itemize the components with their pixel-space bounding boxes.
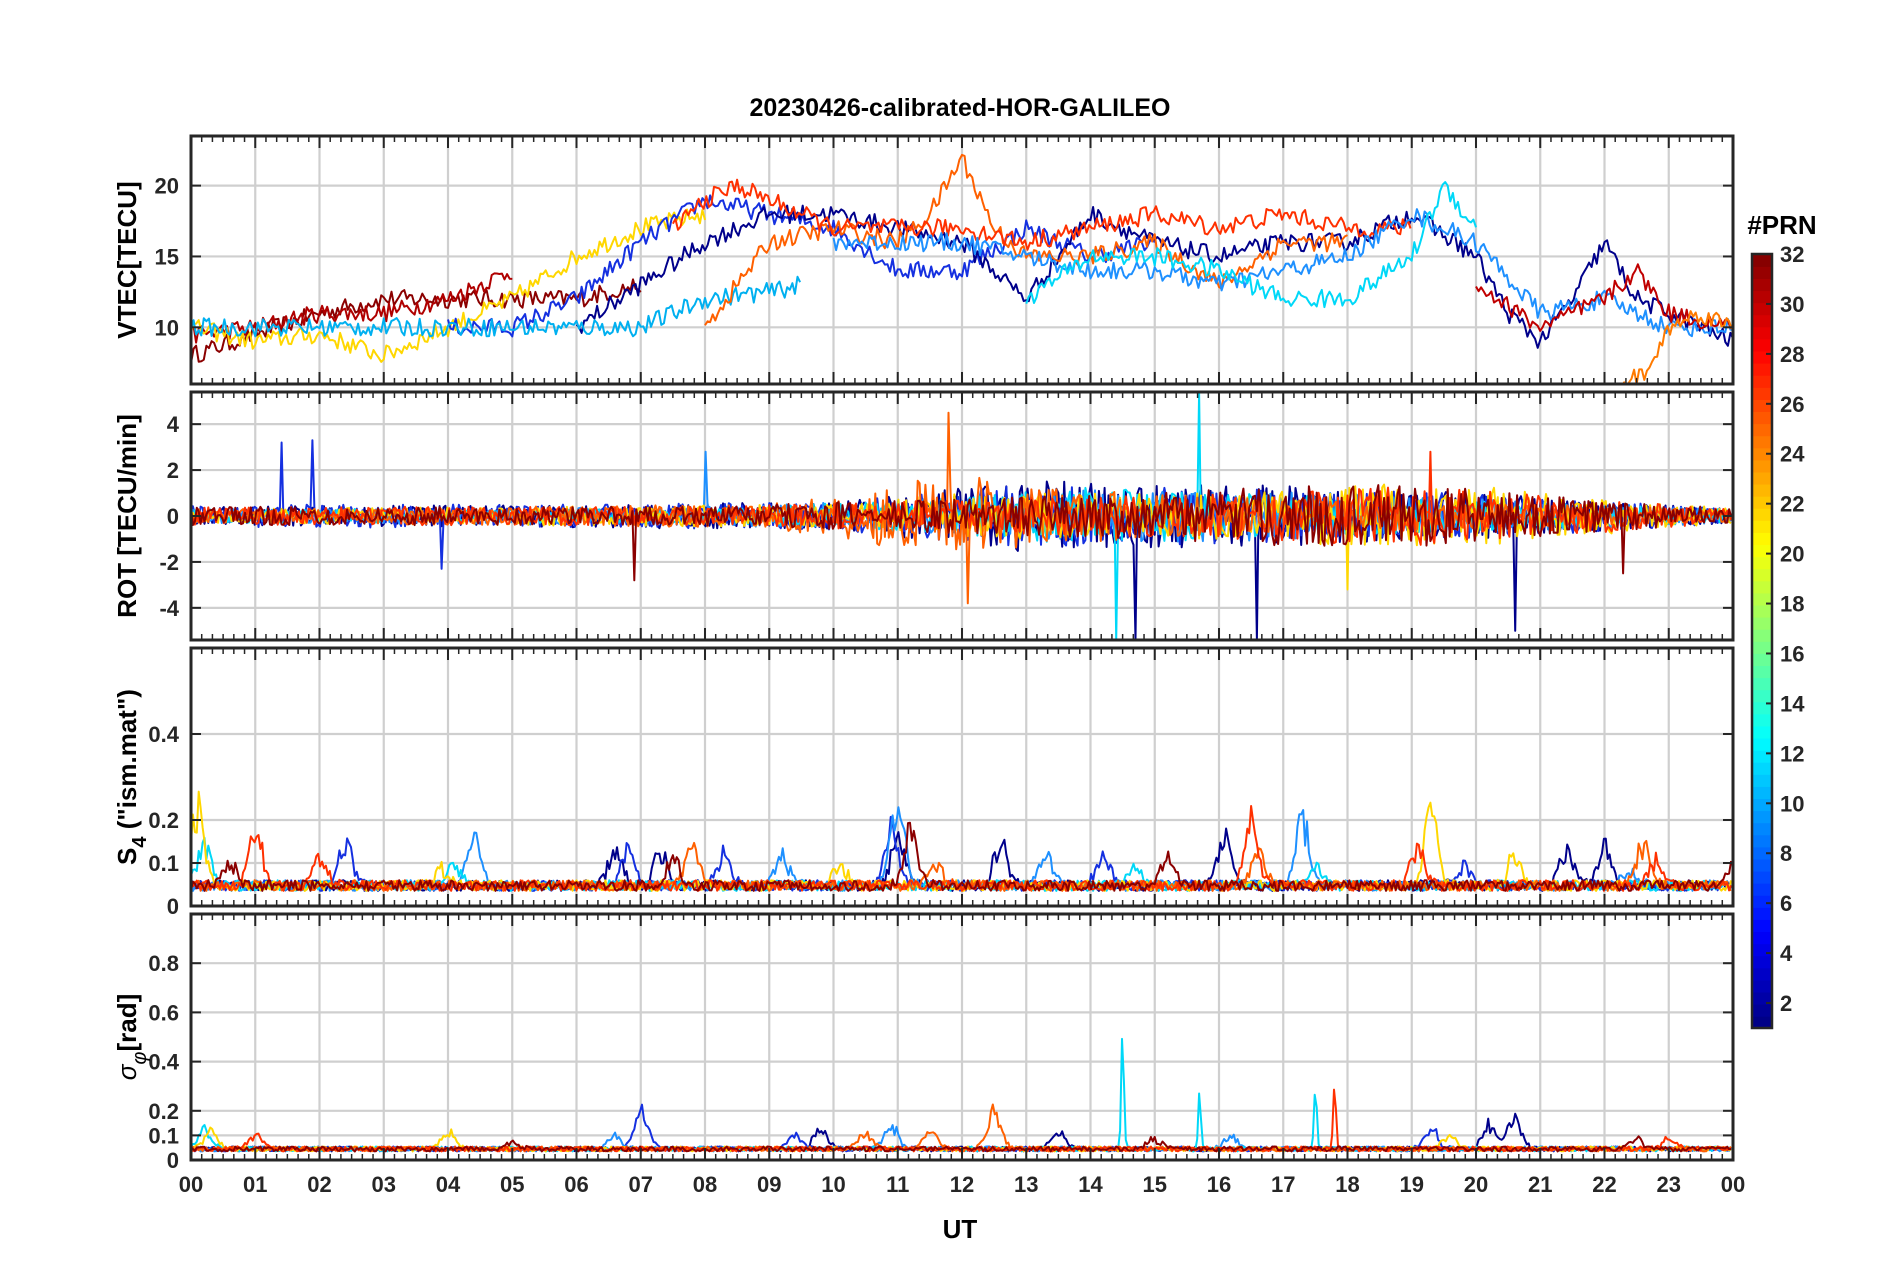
colorbar-tick-label: 4 bbox=[1780, 941, 1793, 966]
colorbar-tick-label: 6 bbox=[1780, 891, 1792, 916]
axes-box-s4 bbox=[189, 646, 1735, 908]
x-tick-label: 01 bbox=[243, 1172, 267, 1197]
x-tick-label: 08 bbox=[693, 1172, 717, 1197]
y-tick-label: 4 bbox=[167, 412, 180, 437]
x-tick-label: 10 bbox=[821, 1172, 845, 1197]
x-tick-label: 22 bbox=[1592, 1172, 1616, 1197]
x-tick-label: 23 bbox=[1657, 1172, 1681, 1197]
series-vtec-prn3 bbox=[447, 194, 1156, 338]
x-tick-label: 00 bbox=[179, 1172, 203, 1197]
y-tick-label: 15 bbox=[155, 244, 179, 269]
y-tick-label: 0.4 bbox=[148, 722, 179, 747]
series-vtec-prn25 bbox=[1622, 310, 1733, 384]
colorbar-title: #PRN bbox=[1747, 210, 1816, 240]
x-tick-label: 04 bbox=[436, 1172, 461, 1197]
series-vtec-prn32 bbox=[191, 278, 642, 364]
x-tick-label: 00 bbox=[1721, 1172, 1745, 1197]
series-vtec-prn26 bbox=[672, 178, 1412, 251]
minor-ticks-rot bbox=[190, 392, 1734, 640]
panel-s4: 0 0.1 0.2 0.4S4 ("ism.mat") bbox=[112, 646, 1735, 919]
series-vtec-prn20 bbox=[191, 208, 706, 363]
colorbar-tick-label: 20 bbox=[1780, 542, 1804, 567]
y-axis-label-s4: S4 ("ism.mat") bbox=[112, 689, 151, 865]
x-tick-label: 14 bbox=[1078, 1172, 1103, 1197]
colorbar-tick-label: 18 bbox=[1780, 592, 1804, 617]
grid-vtec bbox=[189, 136, 1735, 384]
colorbar-tick-label: 28 bbox=[1780, 342, 1804, 367]
x-tick-label: 19 bbox=[1400, 1172, 1424, 1197]
y-tick-label: 0.1 bbox=[148, 1123, 179, 1148]
chart-title: 20230426-calibrated-HOR-GALILEO bbox=[750, 94, 1171, 122]
series-s4-prn32 bbox=[191, 821, 1733, 892]
x-tick-label: 16 bbox=[1207, 1172, 1231, 1197]
colorbar-tick-label: 32 bbox=[1780, 242, 1804, 267]
colorbar-box bbox=[1750, 252, 1774, 1030]
colorbar-tick-label: 24 bbox=[1780, 442, 1805, 467]
x-tick-label: 07 bbox=[629, 1172, 653, 1197]
x-tick-label: 13 bbox=[1014, 1172, 1038, 1197]
colorbar-tick-label: 16 bbox=[1780, 641, 1804, 666]
panel-sigphi: 00.10.2 0.4 0.6 0.8 σφ[rad] bbox=[112, 912, 1735, 1173]
y-axis-label-vtec: VTEC[TECU] bbox=[112, 181, 142, 338]
colorbar-tick-label: 14 bbox=[1780, 691, 1805, 716]
x-tick-label: 06 bbox=[564, 1172, 588, 1197]
axes-box-sigphi bbox=[189, 912, 1735, 1162]
y-tick-label: 20 bbox=[155, 174, 179, 199]
x-tick-label: 18 bbox=[1335, 1172, 1359, 1197]
x-tick-label: 05 bbox=[500, 1172, 524, 1197]
colorbar-tick-label: 22 bbox=[1780, 492, 1804, 517]
x-tick-labels: 00 01 02 03 04 05 06 07 08 09 10 11 12 13 14 15 16 17 18 19… bbox=[179, 1172, 1745, 1197]
y-tick-label: -2 bbox=[159, 550, 179, 575]
x-tick-label: 03 bbox=[372, 1172, 396, 1197]
x-tick-label: 12 bbox=[950, 1172, 974, 1197]
panel-rot: -4 -2 0 2 4 ROT [TECU/min] bbox=[112, 390, 1735, 642]
y-tick-label: 0.6 bbox=[148, 1000, 179, 1025]
y-tick-label: 0 bbox=[167, 894, 179, 919]
x-tick-label: 02 bbox=[307, 1172, 331, 1197]
y-tick-label: 0.8 bbox=[148, 951, 179, 976]
series-vtec-prn11 bbox=[191, 275, 802, 338]
colorbar-tick-label: 10 bbox=[1780, 791, 1804, 816]
series-vtec-prn24 bbox=[704, 153, 1348, 326]
y-tick-label: -4 bbox=[159, 596, 179, 621]
y-tick-label: 0 bbox=[167, 1148, 179, 1173]
x-axis-label: UT bbox=[943, 1214, 978, 1244]
y-axis-label-rot: ROT [TECU/min] bbox=[112, 414, 142, 618]
series-vtec-prn29 bbox=[1475, 263, 1733, 332]
series-rot-prn32 bbox=[191, 484, 1733, 582]
colorbar-tick-label: 26 bbox=[1780, 392, 1804, 417]
x-tick-label: 21 bbox=[1528, 1172, 1552, 1197]
y-tick-label: 0.2 bbox=[148, 808, 179, 833]
y-tick-label: 0.1 bbox=[148, 851, 179, 876]
colorbar-tick-label: 8 bbox=[1780, 841, 1792, 866]
x-tick-label: 15 bbox=[1143, 1172, 1167, 1197]
y-tick-label: 0.2 bbox=[148, 1099, 179, 1124]
panel-vtec: 10 15 20 VTEC[TECU] bbox=[112, 134, 1735, 386]
series-vtec-prn12 bbox=[1025, 181, 1477, 309]
y-tick-label: 10 bbox=[155, 315, 179, 340]
colorbar-tick-label: 12 bbox=[1780, 741, 1804, 766]
colorbar-tick-label: 30 bbox=[1780, 292, 1804, 317]
y-tick-label: 0.4 bbox=[148, 1050, 179, 1075]
y-tick-label: 2 bbox=[167, 458, 179, 483]
x-tick-label: 20 bbox=[1464, 1172, 1488, 1197]
x-tick-label: 09 bbox=[757, 1172, 781, 1197]
y-tick-label: 0 bbox=[167, 504, 179, 529]
y-axis-label-sigphi: σφ[rad] bbox=[112, 994, 151, 1081]
x-tick-label: 17 bbox=[1271, 1172, 1295, 1197]
colorbar-tick-label: 2 bbox=[1780, 991, 1792, 1016]
axes-box-vtec bbox=[189, 134, 1735, 386]
x-tick-label: 11 bbox=[886, 1172, 909, 1197]
